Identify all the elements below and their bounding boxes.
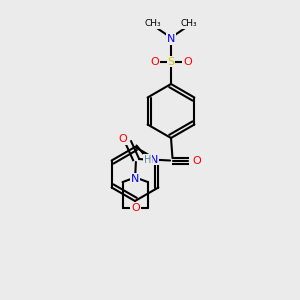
- Text: O: O: [183, 56, 192, 67]
- Text: S: S: [167, 56, 175, 67]
- Text: N: N: [150, 154, 158, 165]
- Text: O: O: [192, 155, 201, 166]
- Text: O: O: [131, 202, 140, 213]
- Text: H: H: [144, 154, 151, 165]
- Text: O: O: [118, 134, 127, 144]
- Text: N: N: [167, 34, 175, 44]
- Text: N: N: [131, 173, 140, 184]
- Text: CH₃: CH₃: [145, 20, 161, 28]
- Text: CH₃: CH₃: [181, 20, 197, 28]
- Text: O: O: [150, 56, 159, 67]
